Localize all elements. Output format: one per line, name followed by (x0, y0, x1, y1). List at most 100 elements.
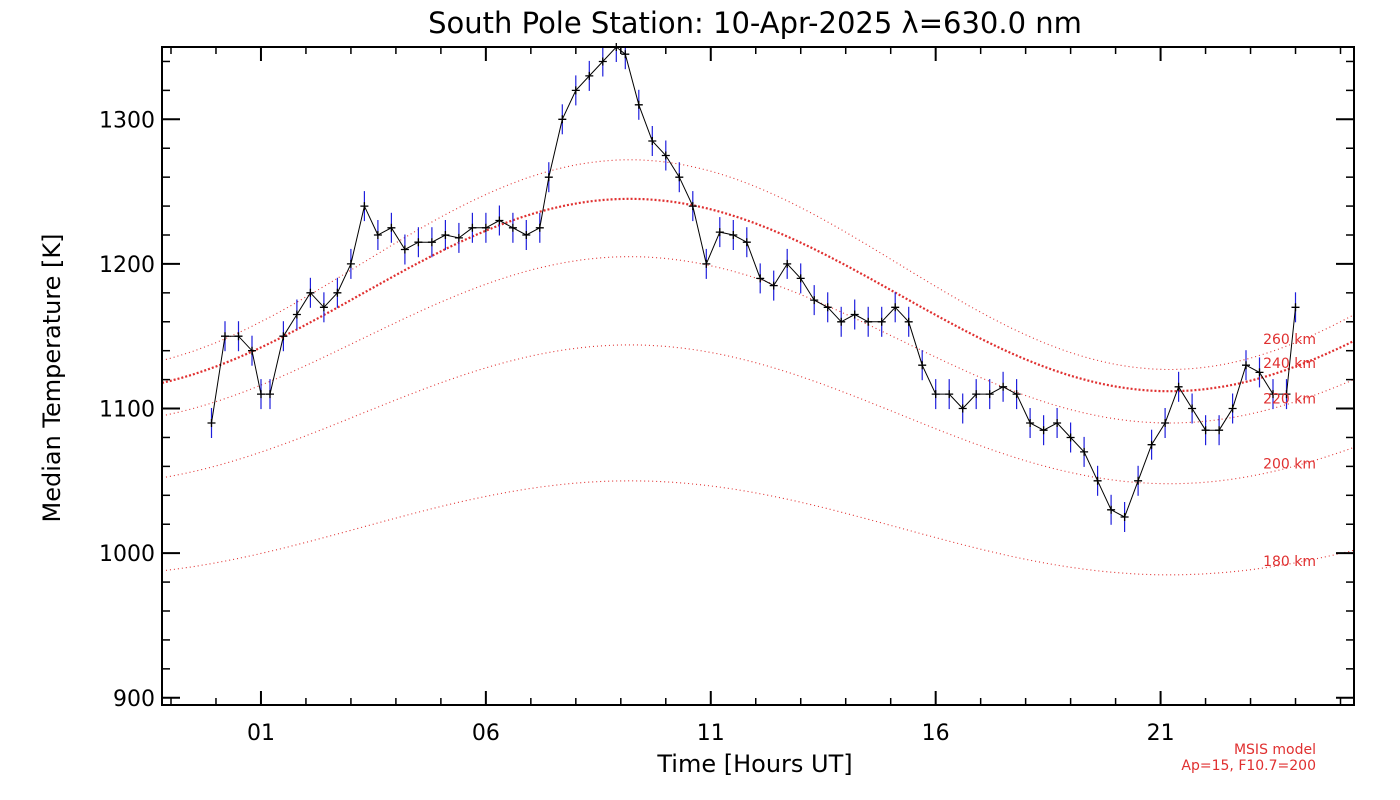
data-point (427, 238, 436, 247)
data-point (783, 259, 792, 268)
x-tick-label: 21 (1147, 721, 1175, 746)
model-curve-label: 260 km (1263, 332, 1316, 348)
data-point (1242, 361, 1250, 370)
model-labels: 180 km 200 km 220 km 240 km 260 km (1263, 332, 1316, 570)
data-point (1093, 476, 1102, 485)
data-point (729, 231, 738, 239)
model-name-note: MSIS model (1234, 742, 1316, 758)
data-point (1174, 382, 1183, 391)
data-point (1053, 419, 1062, 427)
x-tick-label: 01 (247, 721, 275, 746)
data-point (891, 303, 900, 312)
model-params-note: Ap=15, F10.7=200 (1181, 758, 1316, 774)
model-curves (161, 159, 1355, 576)
data-point (742, 238, 751, 247)
model-curve-label: 180 km (1263, 554, 1316, 570)
data-point (1107, 505, 1116, 514)
model-curve (161, 197, 1355, 393)
data-point (221, 332, 229, 341)
data-point (796, 274, 805, 283)
x-tick-label: 06 (472, 721, 500, 746)
data-point (904, 317, 913, 326)
data-point (306, 288, 315, 297)
data-point (535, 223, 544, 232)
y-tick-label: 1000 (99, 542, 155, 567)
data-point (837, 317, 846, 326)
data-point (931, 390, 940, 399)
model-curve (161, 159, 1355, 371)
data-point (972, 390, 981, 399)
data-point (1039, 426, 1048, 435)
data-point (495, 216, 504, 225)
model-curve (161, 480, 1355, 576)
data-point (234, 332, 243, 341)
data-point (373, 231, 382, 239)
data-point (823, 303, 832, 312)
data-point (810, 296, 819, 305)
data-point (207, 419, 216, 427)
data-point (756, 274, 765, 283)
y-tick-label: 900 (113, 687, 155, 712)
data-point (675, 173, 684, 182)
data-point (918, 361, 927, 370)
data-point (1026, 419, 1035, 427)
x-tick-label: 11 (697, 721, 725, 746)
data-point (414, 238, 423, 247)
data-point (1066, 433, 1075, 442)
model-curve-label: 240 km (1263, 356, 1316, 372)
data-point (1255, 368, 1264, 377)
data-point (1188, 404, 1197, 413)
data-point (769, 281, 778, 290)
y-axis-label: Median Temperature [K] (38, 233, 66, 522)
y-tick-label: 1100 (99, 398, 155, 423)
data-point (333, 288, 342, 297)
data-point (864, 317, 873, 326)
data-point (1282, 390, 1291, 399)
data-point (598, 57, 607, 66)
data-point (387, 223, 396, 232)
y-axis: 900 1000 1100 1200 1300 (99, 60, 1354, 712)
observed-data (207, 43, 1300, 532)
model-curve-label: 200 km (1263, 456, 1316, 472)
data-point (279, 332, 288, 341)
data-point (621, 50, 630, 59)
data-point (1120, 513, 1129, 521)
data-point (1080, 447, 1089, 456)
data-point (441, 231, 450, 239)
data-point (544, 173, 553, 182)
data-point (1012, 390, 1021, 399)
data-point (454, 233, 463, 242)
data-point (508, 223, 517, 232)
data-point (346, 259, 355, 268)
data-point (1291, 303, 1300, 312)
chart-title: South Pole Station: 10-Apr-2025 λ=630.0 … (428, 6, 1082, 40)
data-point (1201, 426, 1210, 435)
model-curve-label: 220 km (1263, 392, 1316, 408)
data-point (1215, 426, 1224, 435)
data-point (945, 390, 954, 399)
data-point (1134, 476, 1143, 485)
data-point (648, 137, 657, 145)
data-point (715, 228, 724, 237)
data-point (248, 346, 256, 355)
data-point (266, 390, 274, 399)
data-point (661, 151, 670, 160)
data-point (522, 231, 531, 239)
data-point (985, 390, 994, 399)
y-tick-label: 1300 (99, 108, 155, 133)
data-point (702, 259, 711, 268)
observed-line (211, 46, 1296, 518)
data-point (468, 223, 477, 232)
data-point (571, 86, 580, 95)
x-axis-label: Time [Hours UT] (656, 750, 852, 778)
plot-frame (161, 46, 1355, 706)
data-point (292, 310, 301, 319)
x-tick-label: 16 (922, 721, 950, 746)
data-point (850, 310, 859, 319)
data-point (1269, 390, 1277, 399)
data-point (1147, 440, 1156, 449)
data-point (360, 202, 369, 211)
model-curve (161, 344, 1355, 485)
data-point (999, 382, 1008, 391)
